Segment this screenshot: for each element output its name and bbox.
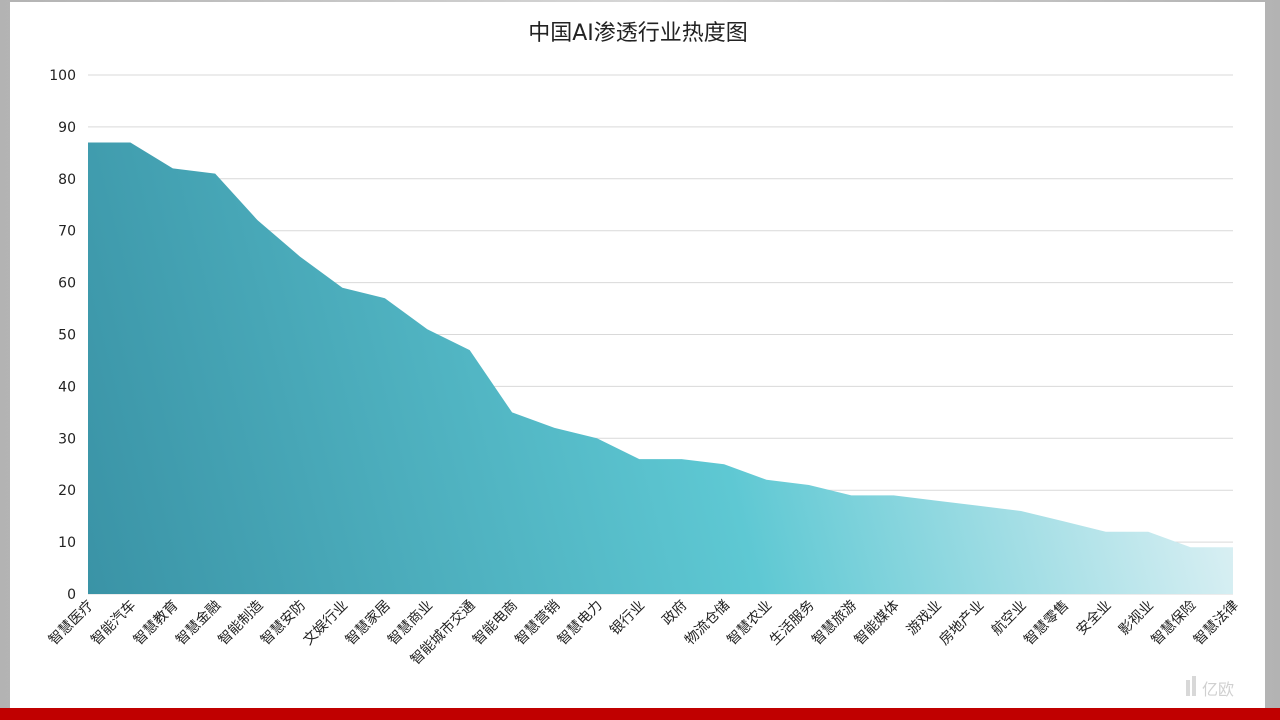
- x-tick-label: 生活服务: [767, 598, 818, 649]
- bottom-accent-bar: [0, 708, 1280, 720]
- x-tick-label: 智慧旅游: [809, 598, 860, 649]
- x-tick-label: 物流仓储: [682, 598, 733, 649]
- x-tick-label: 政府: [659, 598, 690, 629]
- x-tick-label: 智能电商: [470, 598, 521, 649]
- y-tick-label: 70: [58, 224, 76, 240]
- x-tick-label: 智慧教育: [131, 598, 182, 649]
- watermark-text: 亿欧: [1202, 680, 1234, 699]
- x-tick-label: 智慧保险: [1149, 598, 1200, 649]
- watermark-logo: 亿欧: [1186, 676, 1234, 699]
- x-tick-label: 银行业: [607, 598, 648, 639]
- x-tick-label: 智慧农业: [724, 598, 775, 649]
- x-tick-label: 文娱行业: [300, 598, 351, 649]
- x-tick-label: 智慧医疗: [46, 598, 97, 649]
- x-tick-label: 智能制造: [216, 598, 267, 649]
- y-tick-label: 60: [58, 276, 76, 292]
- x-tick-label: 智慧家居: [342, 597, 394, 649]
- x-tick-label: 智慧零售: [1021, 598, 1072, 649]
- x-tick-label: 影视业: [1116, 598, 1157, 639]
- x-tick-label: 智慧金融: [173, 598, 224, 649]
- x-tick-label: 智慧法律: [1191, 598, 1242, 649]
- x-tick-label: 智慧营销: [512, 598, 563, 649]
- x-tick-label: 安全业: [1073, 597, 1115, 639]
- y-axis: 0 10 20 30 40 50 60 70 80 90 100: [49, 68, 76, 603]
- x-tick-label: 游戏业: [904, 598, 945, 639]
- y-tick-label: 80: [58, 172, 76, 188]
- y-tick-label: 100: [49, 68, 76, 84]
- x-tick-label: 智慧安防: [258, 598, 309, 649]
- chart-title: 中国AI渗透行业热度图: [528, 21, 748, 46]
- y-tick-label: 0: [67, 587, 76, 603]
- x-tick-label: 智能汽车: [88, 597, 140, 649]
- x-tick-label: 智慧电力: [555, 598, 606, 649]
- x-tick-label: 智能媒体: [852, 598, 903, 649]
- x-tick-label: 房地产业: [936, 598, 987, 649]
- x-tick-label: 航空业: [989, 598, 1030, 639]
- y-tick-label: 30: [58, 431, 76, 447]
- x-axis: 智慧医疗智能汽车智慧教育智慧金融智能制造智慧安防文娱行业智慧家居智慧商业智能城市…: [46, 597, 1242, 668]
- area-series: [88, 142, 1233, 594]
- y-tick-label: 90: [58, 120, 76, 136]
- y-tick-label: 40: [58, 379, 76, 395]
- y-tick-label: 10: [58, 535, 76, 551]
- y-tick-label: 20: [58, 483, 76, 499]
- y-tick-label: 50: [58, 328, 76, 344]
